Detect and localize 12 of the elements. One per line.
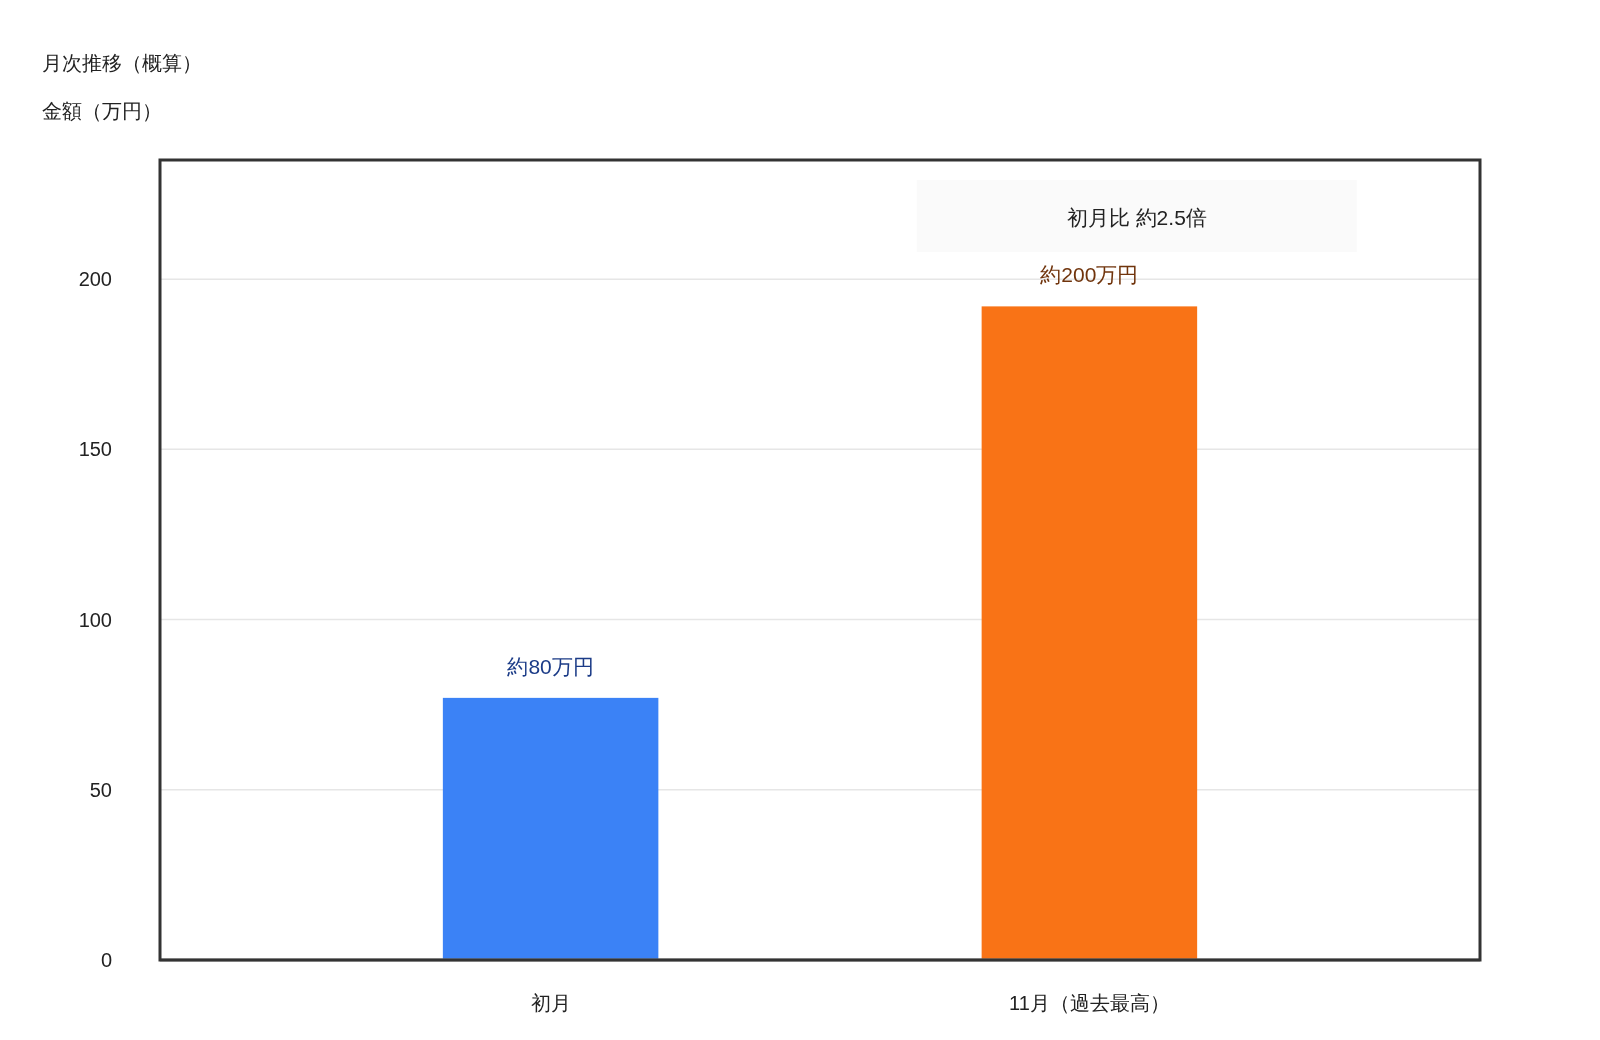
y-tick-label: 200 xyxy=(78,268,112,291)
data-label: 約80万円 xyxy=(507,654,594,678)
data-label: 約200万円 xyxy=(1040,263,1139,287)
y-tick-label: 100 xyxy=(78,608,112,631)
y-tick-label: 150 xyxy=(78,438,112,461)
y-axis-title: 金額（万円） xyxy=(42,100,162,122)
x-tick-label: 初月 xyxy=(530,992,571,1014)
y-tick-label: 0 xyxy=(100,949,112,971)
chart-title: 月次推移（概算） xyxy=(42,52,202,74)
y-tick-label: 50 xyxy=(89,778,112,801)
x-tick-label: 11月（過去最高） xyxy=(1009,992,1170,1014)
annotation: 初月比 約2.5倍 xyxy=(1066,206,1207,229)
